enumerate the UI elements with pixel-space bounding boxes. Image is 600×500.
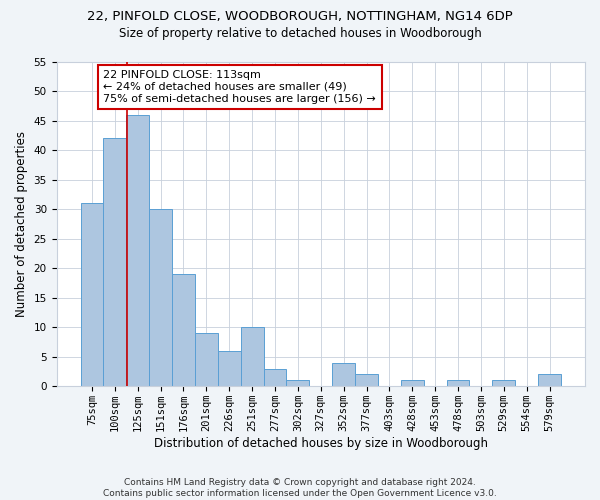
Bar — [127, 114, 149, 386]
Bar — [218, 351, 241, 386]
Text: 22 PINFOLD CLOSE: 113sqm
← 24% of detached houses are smaller (49)
75% of semi-d: 22 PINFOLD CLOSE: 113sqm ← 24% of detach… — [103, 70, 376, 104]
Bar — [355, 374, 378, 386]
Bar — [286, 380, 310, 386]
Bar — [195, 333, 218, 386]
Text: Contains HM Land Registry data © Crown copyright and database right 2024.
Contai: Contains HM Land Registry data © Crown c… — [103, 478, 497, 498]
Bar — [263, 368, 286, 386]
Bar — [241, 328, 263, 386]
Bar — [103, 138, 127, 386]
Bar — [446, 380, 469, 386]
Text: 22, PINFOLD CLOSE, WOODBOROUGH, NOTTINGHAM, NG14 6DP: 22, PINFOLD CLOSE, WOODBOROUGH, NOTTINGH… — [87, 10, 513, 23]
Bar — [332, 362, 355, 386]
Bar — [493, 380, 515, 386]
Bar — [538, 374, 561, 386]
Bar — [149, 209, 172, 386]
X-axis label: Distribution of detached houses by size in Woodborough: Distribution of detached houses by size … — [154, 437, 488, 450]
Bar — [80, 203, 103, 386]
Text: Size of property relative to detached houses in Woodborough: Size of property relative to detached ho… — [119, 28, 481, 40]
Bar — [172, 274, 195, 386]
Y-axis label: Number of detached properties: Number of detached properties — [15, 131, 28, 317]
Bar — [401, 380, 424, 386]
